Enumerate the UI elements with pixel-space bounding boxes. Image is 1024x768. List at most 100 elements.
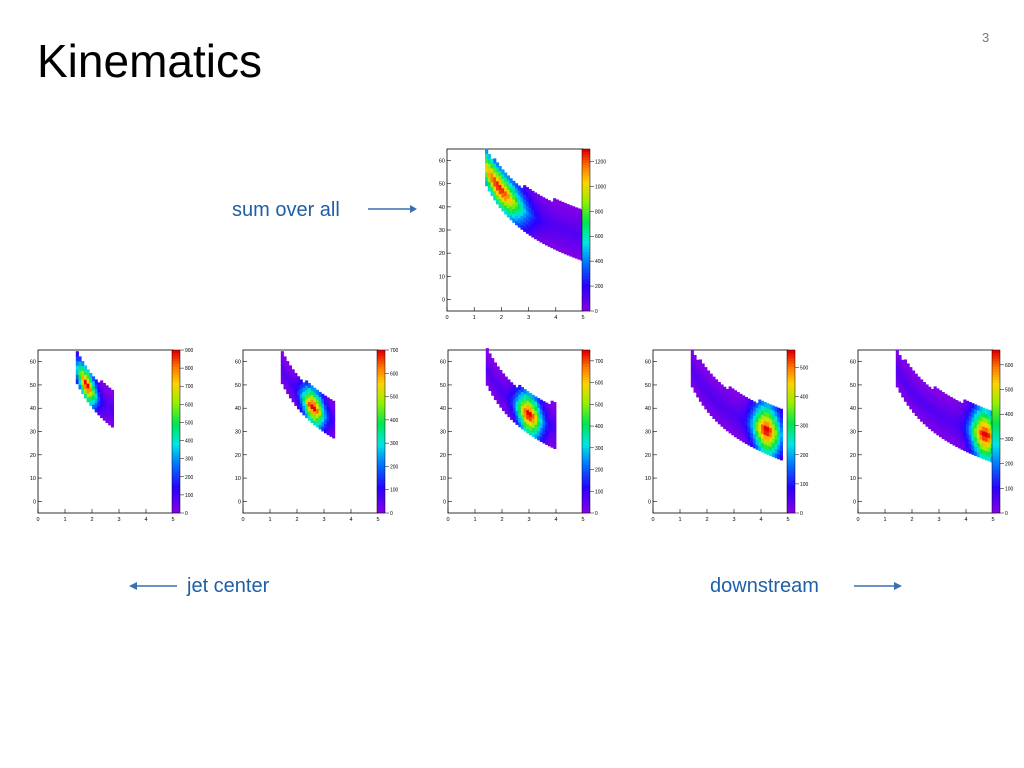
heatmap-cell <box>536 226 540 232</box>
heatmap-cell <box>734 427 738 433</box>
colorbar-cell <box>172 439 180 443</box>
heatmap-cell <box>92 404 96 410</box>
heatmap-cell <box>547 214 551 220</box>
colorbar-cell <box>377 382 385 386</box>
heatmap-cell <box>531 195 535 201</box>
colorbar-tick-label: 500 <box>185 420 193 426</box>
heatmap-cell <box>81 361 85 367</box>
heatmap-cell <box>291 378 295 384</box>
heatmap-cell <box>987 446 991 453</box>
heatmap-cell <box>286 375 290 381</box>
heatmap-cell <box>539 427 543 433</box>
heatmap-cell <box>100 413 104 419</box>
heatmap-cell <box>731 402 735 408</box>
heatmap-cell <box>523 208 527 214</box>
heatmap-cell <box>766 435 770 441</box>
heatmap-cell <box>914 387 918 393</box>
colorbar-cell <box>992 439 1000 443</box>
heatmap-cell <box>563 226 568 232</box>
colorbar-cell <box>992 496 1000 500</box>
heatmap-cell <box>534 229 538 235</box>
colorbar-cell <box>172 507 180 511</box>
y-tick-label: 50 <box>235 383 241 389</box>
heatmap-cell <box>984 441 988 447</box>
heatmap-cell <box>553 216 557 222</box>
heatmap-cell <box>305 403 309 409</box>
heatmap-cell <box>487 154 491 160</box>
heatmap-cell <box>925 384 929 390</box>
heatmap-cell <box>83 393 87 399</box>
heatmap-cell <box>539 232 543 238</box>
heatmap-cell <box>550 210 554 216</box>
heatmap-cell <box>302 391 306 397</box>
heatmap-cell <box>574 216 578 222</box>
colorbar-cell <box>787 382 795 386</box>
colorbar-cell <box>377 415 385 419</box>
colorbar-cell <box>787 428 795 432</box>
heatmap-cell <box>512 412 516 418</box>
heatmap-cell <box>693 382 697 389</box>
heatmap-cell <box>536 194 540 200</box>
colorbar-tick-label: 300 <box>595 446 603 452</box>
heatmap-cell <box>974 423 978 429</box>
heatmap-cell <box>903 396 907 402</box>
heatmap-cell <box>976 419 980 425</box>
colorbar-cell <box>582 412 590 416</box>
heatmap-cell <box>321 403 325 409</box>
colorbar-cell <box>582 162 590 166</box>
colorbar-cell <box>377 379 385 383</box>
heatmap-cell <box>305 413 309 419</box>
colorbar-cell <box>787 464 795 468</box>
heatmap-cell <box>485 348 489 354</box>
heatmap-cell <box>728 400 732 406</box>
heatmap-cell <box>744 429 748 435</box>
heatmap-cell <box>725 393 729 399</box>
plot-frame <box>242 349 379 514</box>
heatmap-cell <box>534 234 538 240</box>
heatmap-cell <box>771 447 775 453</box>
heatmap-cell <box>982 407 986 413</box>
heatmap-cell <box>523 421 527 427</box>
colorbar-cell <box>992 404 1000 408</box>
colorbar-cell <box>992 417 1000 421</box>
colorbar-cell <box>992 488 1000 492</box>
heatmap-cell <box>520 201 524 207</box>
heatmap-cell <box>294 377 298 383</box>
heatmap-cell <box>903 364 907 370</box>
heatmap-cell <box>979 448 983 454</box>
heatmap-cell <box>324 414 328 420</box>
heatmap-cell <box>485 352 489 358</box>
heatmap-cell <box>712 390 716 396</box>
heatmap-cell <box>909 376 913 382</box>
heatmap-cell <box>914 406 918 412</box>
heatmap-cell <box>509 210 513 216</box>
heatmap-cell <box>288 365 292 371</box>
colorbar-cell <box>582 458 590 462</box>
heatmap-cell <box>701 363 705 369</box>
heatmap-cell <box>769 423 773 429</box>
heatmap-cell <box>936 397 940 403</box>
heatmap-cell <box>947 400 951 406</box>
heatmap-cell <box>979 406 983 412</box>
heatmap-cell <box>332 400 336 406</box>
heatmap-cell <box>495 166 500 173</box>
heatmap-cell <box>906 396 910 402</box>
colorbar-cell <box>787 377 795 381</box>
heatmap-cell <box>102 387 106 393</box>
heatmap-cell <box>939 427 943 433</box>
sum-over-all-label: sum over all <box>232 199 340 221</box>
heatmap-cell <box>525 191 529 197</box>
heatmap-cell <box>747 435 751 441</box>
colorbar-cell <box>787 420 795 424</box>
heatmap-cell <box>495 194 500 200</box>
heatmap-cell <box>976 428 980 434</box>
heatmap-cell <box>502 401 506 407</box>
heatmap-cell <box>952 407 956 413</box>
heatmap-cell <box>108 392 112 398</box>
heatmap-cell <box>566 227 570 233</box>
heatmap-cell <box>574 239 578 245</box>
heatmap-cell <box>947 395 951 401</box>
heatmap-cell <box>491 372 495 378</box>
heatmap-cell <box>769 404 773 410</box>
heatmap-cell <box>537 416 541 422</box>
